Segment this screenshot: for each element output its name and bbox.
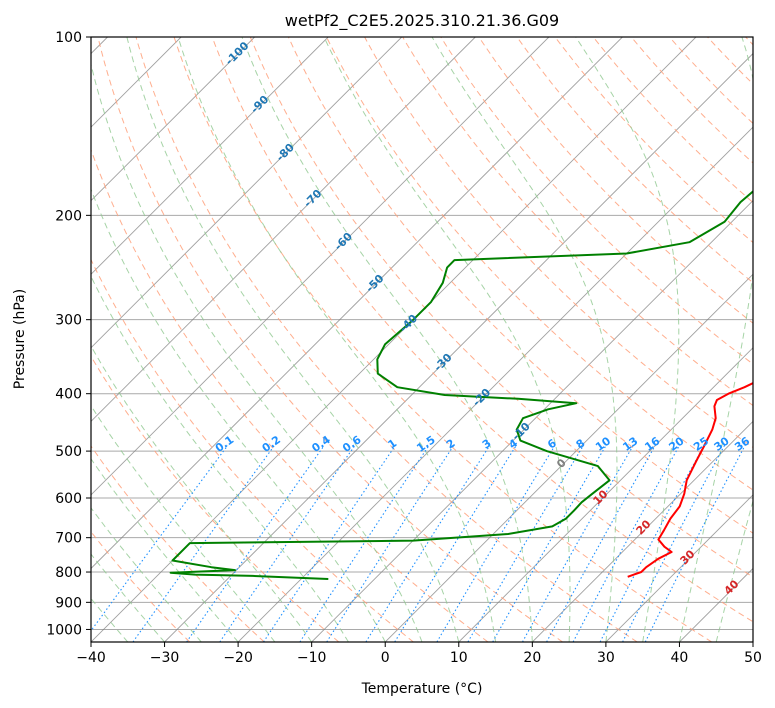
- mixing-ratio-line: [522, 445, 634, 642]
- moist-adiabat-line: [715, 498, 753, 642]
- y-axis-title: Pressure (hPa): [12, 289, 28, 389]
- moist-adiabat-line: [91, 507, 202, 642]
- x-axis-title: Temperature (°C): [361, 681, 483, 697]
- mixing-ratio-line: [599, 445, 705, 642]
- x-tick-label: −10: [297, 650, 327, 666]
- mixing-ratio-line: [622, 445, 725, 642]
- background-lines: [91, 37, 753, 642]
- mixing-ratio-line: [263, 445, 396, 642]
- x-tick-label: 40: [671, 650, 689, 666]
- y-tick-label: 600: [55, 491, 82, 507]
- y-axis-ticks: 100 200 300 400 500 600 700 800 900 1000: [46, 30, 91, 638]
- mixing-ratio-line: [492, 445, 607, 642]
- dry-adiabat-line: [402, 37, 753, 407]
- isotherm-line: [605, 494, 753, 642]
- mixing-ratio-line: [572, 445, 680, 642]
- moist-adiabat-line: [91, 597, 129, 642]
- x-tick-label: −30: [150, 650, 180, 666]
- dry-adiabat-line: [249, 37, 753, 578]
- moist-adiabat-line: [91, 457, 239, 642]
- dry-adiabat-line: [287, 37, 753, 534]
- x-tick-label: 50: [744, 650, 762, 666]
- dry-adiabat-line: [211, 37, 753, 623]
- isotherm-line: [532, 420, 753, 642]
- dry-adiabat-line: [91, 445, 265, 642]
- mixing-ratio-line: [394, 445, 517, 642]
- x-tick-label: −40: [76, 650, 106, 666]
- moist-adiabat-line: [91, 553, 165, 642]
- isotherm-line: [91, 37, 255, 202]
- moist-adiabat-line: [177, 37, 497, 642]
- chart-title: wetPf2_C2E5.2025.310.21.36.G09: [285, 11, 559, 31]
- moist-adiabat-line: [241, 37, 533, 642]
- moist-adiabat-line: [91, 404, 276, 642]
- isotherm-line: [91, 37, 476, 422]
- moist-adiabat-line: [126, 37, 460, 642]
- mixing-ratio-line: [326, 445, 455, 642]
- y-tick-label: 700: [55, 531, 82, 547]
- isotherm-line: [458, 347, 753, 642]
- dry-adiabat-line: [478, 37, 753, 324]
- x-tick-label: 10: [450, 650, 468, 666]
- moist-adiabat-line: [431, 37, 618, 642]
- isotherm-line: [91, 37, 329, 275]
- y-tick-label: 400: [55, 387, 82, 403]
- y-tick-label: 200: [55, 208, 82, 224]
- isotherm-line: [91, 37, 550, 496]
- moist-adiabat-line: [91, 188, 386, 642]
- mixing-ratio-line: [546, 445, 656, 642]
- dry-adiabat-line: [630, 37, 753, 164]
- dry-adiabat-line: [97, 37, 563, 642]
- mixing-ratio-line: [91, 445, 229, 632]
- isotherm-line: [164, 52, 753, 642]
- moist-adiabat-line: [678, 37, 753, 642]
- x-axis-ticks: −40 −30 −20 −10 0 10 20 30 40 50: [76, 642, 762, 666]
- x-tick-label: 0: [381, 650, 390, 666]
- x-tick-label: −20: [223, 650, 253, 666]
- y-tick-label: 100: [55, 30, 82, 46]
- moist-adiabat-line: [91, 275, 349, 642]
- moist-adiabat-line: [575, 37, 680, 642]
- isotherm-line: [91, 37, 623, 570]
- moist-adiabat-line: [91, 345, 313, 642]
- plot-frame: [90, 36, 754, 643]
- y-tick-label: 800: [55, 565, 82, 581]
- dry-adiabat-line: [364, 37, 753, 449]
- dry-adiabat-line: [592, 37, 753, 204]
- mixing-ratio-line: [365, 445, 491, 642]
- isotherm-line: [91, 37, 403, 349]
- mixing-ratio-line: [299, 445, 430, 642]
- x-tick-label: 20: [523, 650, 541, 666]
- y-tick-label: 1000: [46, 622, 82, 638]
- isotherm-line: [384, 273, 753, 642]
- dry-adiabat-line: [326, 37, 753, 491]
- y-tick-label: 300: [55, 313, 82, 329]
- moist-adiabat-line: [323, 37, 571, 642]
- y-tick-label: 900: [55, 595, 82, 611]
- dry-adiabat-line: [135, 37, 638, 642]
- mixing-ratio-line: [644, 445, 746, 642]
- dry-adiabat-line: [173, 37, 713, 642]
- y-tick-label: 500: [55, 444, 82, 460]
- temperature-profile-line: [627, 382, 753, 578]
- moist-adiabat-line: [91, 62, 423, 642]
- x-tick-label: 30: [597, 650, 615, 666]
